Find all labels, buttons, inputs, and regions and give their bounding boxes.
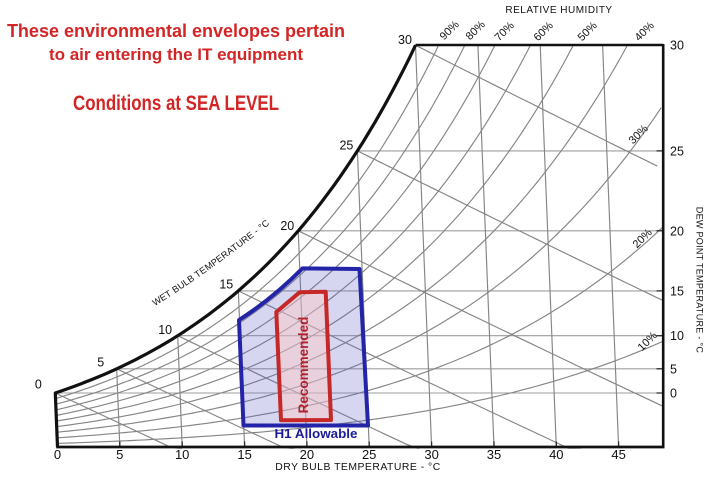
svg-text:15: 15 <box>670 284 684 298</box>
svg-text:DRY BULB TEMPERATURE - °C: DRY BULB TEMPERATURE - °C <box>275 462 440 473</box>
svg-text:0: 0 <box>54 447 61 462</box>
svg-text:15: 15 <box>237 447 251 462</box>
svg-text:10: 10 <box>670 329 684 343</box>
svg-text:5: 5 <box>116 447 123 462</box>
svg-text:15: 15 <box>219 277 233 291</box>
svg-text:0: 0 <box>35 378 42 392</box>
svg-text:30: 30 <box>670 39 684 53</box>
svg-text:25: 25 <box>362 447 376 462</box>
svg-text:RELATIVE HUMIDITY: RELATIVE HUMIDITY <box>505 5 612 16</box>
svg-text:5: 5 <box>670 362 677 376</box>
svg-text:30: 30 <box>424 447 438 462</box>
svg-text:10: 10 <box>158 323 172 337</box>
svg-text:20: 20 <box>300 447 314 462</box>
svg-text:20: 20 <box>280 219 294 233</box>
svg-text:0: 0 <box>670 387 677 401</box>
svg-text:5: 5 <box>97 355 104 369</box>
svg-text:25: 25 <box>670 144 684 158</box>
svg-text:H1 Allowable: H1 Allowable <box>275 427 358 441</box>
svg-text:Recommended: Recommended <box>296 317 311 414</box>
svg-text:20: 20 <box>670 224 684 238</box>
svg-text:25: 25 <box>339 138 353 152</box>
svg-text:45: 45 <box>611 447 625 462</box>
svg-text:10: 10 <box>175 447 189 462</box>
svg-text:30: 30 <box>398 33 412 47</box>
svg-text:40: 40 <box>549 447 563 462</box>
svg-text:DEW POINT TEMPERATURE - °C: DEW POINT TEMPERATURE - °C <box>695 207 705 354</box>
svg-text:35: 35 <box>487 447 501 462</box>
